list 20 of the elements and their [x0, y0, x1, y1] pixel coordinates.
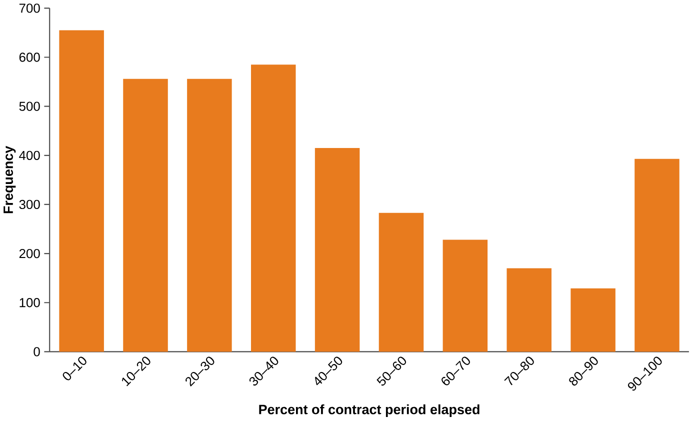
y-tick-label: 100 — [20, 298, 40, 308]
bar — [442, 240, 488, 352]
bar — [59, 30, 104, 352]
y-axis-title: Frequency — [4, 146, 16, 214]
y-tick-label: 600 — [19, 52, 40, 62]
y-tick-label: 700 — [19, 4, 40, 13]
bar — [187, 79, 232, 352]
bar — [123, 79, 168, 352]
bar — [378, 213, 424, 352]
bar — [570, 288, 616, 352]
y-tick-label: 200 — [19, 249, 40, 258]
y-tick-label: 400 — [19, 151, 40, 160]
bar — [251, 64, 296, 352]
y-tick-label: 0 — [34, 347, 40, 356]
bar — [506, 268, 552, 352]
bar — [314, 148, 360, 352]
x-axis-title: Percent of contract period elapsed — [259, 404, 480, 418]
y-tick-label: 300 — [19, 200, 40, 210]
y-tick-label: 500 — [19, 102, 40, 112]
bar — [634, 159, 680, 352]
